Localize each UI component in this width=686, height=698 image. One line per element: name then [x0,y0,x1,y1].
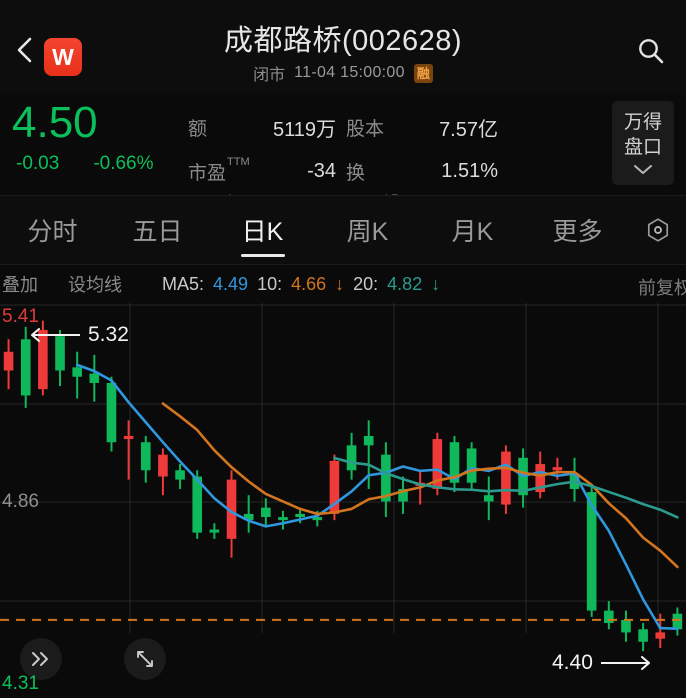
app-header: W 成都路桥(002628) 闭市 11-04 15:00:00 融 [0,0,686,95]
stat-key-2: 市盈TTM [188,156,250,184]
stat-key-1: 股本 [346,118,385,140]
chart-period-tabs: 分时 五日 日K 周K 月K 更多 [0,195,686,265]
back-button[interactable] [8,33,42,67]
diagonal-expand-icon [137,651,153,667]
tab-more[interactable]: 更多 [552,218,603,246]
stat-key-3: 换 [346,162,366,184]
ma-values: MA5: 4.49 10: 4.66 ↓ 20: 4.82 ↓ [162,274,440,295]
expand-panel-button[interactable] [20,638,62,680]
stat-value-1: 7.57亿 [439,118,498,141]
overlay-button[interactable]: 叠加 [2,275,38,295]
set-ma-button[interactable]: 设均线 [68,275,122,295]
stat-value-3: 1.51% [441,159,498,182]
ma20-label: 20: [353,273,379,294]
page-title: 成都路桥(002628) [223,25,463,57]
double-chevron-right-icon [32,652,48,666]
stat-value-2: -34 [307,159,336,182]
app-logo[interactable]: W [44,38,82,76]
fullscreen-button[interactable] [124,638,166,680]
search-button[interactable] [630,30,672,72]
ma20-value: 4.82 [387,273,423,294]
market-status: 闭市 [253,67,286,84]
stat-key-0: 额 [188,118,208,140]
candlestick-chart[interactable]: 5.41 4.86 4.31 5.32 4.40 [0,303,686,698]
tab-fenshi[interactable]: 分时 [27,218,78,246]
chart-canvas[interactable] [0,303,686,698]
tab-wuri[interactable]: 五日 [132,218,183,246]
ma10-label: 10: [257,273,283,294]
tab-month-k[interactable]: 月K [451,218,494,246]
wind-button-line2: 盘口 [623,137,662,158]
chevron-down-icon [634,165,652,174]
wind-button-line1: 万得 [623,112,662,133]
ma5-value: 4.49 [213,273,249,294]
ma10-value: 4.66 [291,273,327,294]
chevron-left-icon [17,37,32,63]
price-block: 4.50 -0.03 -0.66% [12,97,192,177]
wind-orderbook-button[interactable]: 万得 盘口 [612,101,674,185]
logo-letter: W [52,43,74,70]
quote-panel: 4.50 -0.03 -0.66% 额 5119万 股本 7.57亿 市盈TTM… [0,95,686,221]
market-status-line: 闭市 11-04 15:00:00 融 [0,61,686,85]
price-change: -0.03 [16,153,60,174]
ma5-label: MA5: [162,273,205,294]
last-price: 4.50 [12,98,98,147]
hexagon-settings-icon [647,218,669,242]
search-icon [639,39,664,64]
margin-badge: 融 [413,63,433,83]
ma-indicator-row: 叠加 设均线 MA5: 4.49 10: 4.66 ↓ 20: 4.82 ↓ 前复权 [0,265,686,303]
quote-timestamp: 11-04 15:00:00 [294,64,405,81]
ma10-arrow: ↓ [335,273,345,294]
price-change-percent: -0.66% [93,153,154,174]
tab-week-k[interactable]: 周K [346,218,389,246]
stat-value-0: 5119万 [272,118,336,141]
chart-settings-button[interactable] [630,215,686,245]
ma20-arrow: ↓ [431,273,441,294]
adjust-mode-label[interactable]: 前复权 [638,278,686,298]
tab-day-k[interactable]: 日K [210,196,315,264]
